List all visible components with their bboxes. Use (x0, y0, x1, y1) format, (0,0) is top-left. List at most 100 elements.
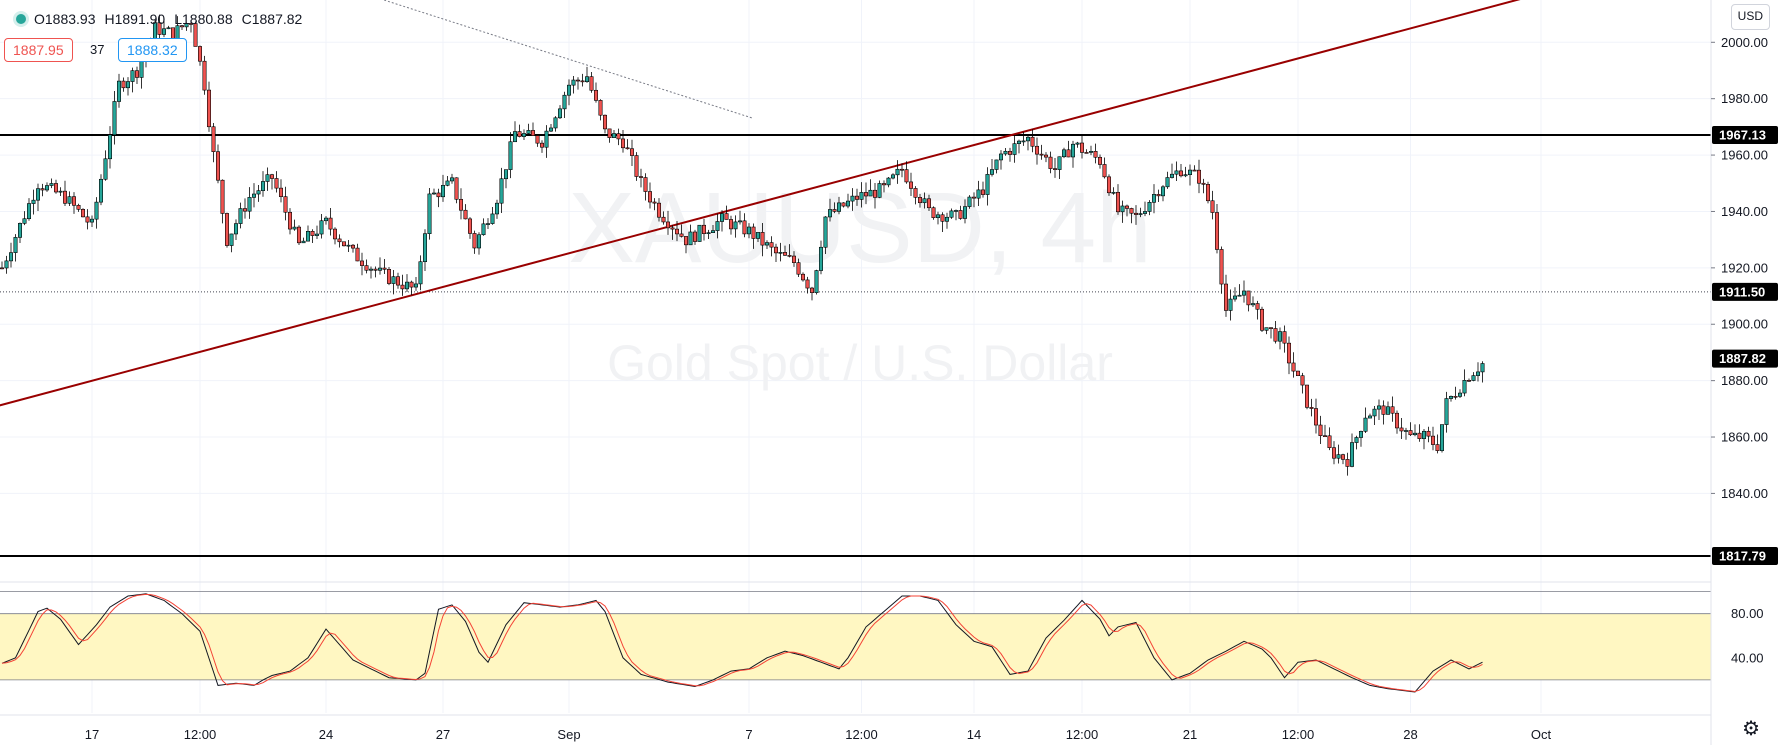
candle (1233, 287, 1238, 302)
gear-icon[interactable]: ⚙ (1742, 718, 1760, 740)
candle (1152, 184, 1157, 214)
candle (922, 192, 927, 209)
candle (899, 163, 904, 178)
candle (162, 18, 167, 38)
candle (634, 152, 639, 181)
candle (1372, 406, 1377, 426)
candle (692, 229, 697, 245)
candle (1125, 204, 1130, 217)
candle (805, 276, 810, 294)
candle (1327, 427, 1332, 451)
candle (985, 167, 990, 206)
candle (117, 73, 122, 108)
price-scale[interactable]: 2000.00 1980.00 1960.00 1940.00 1920.00 1900.… (1710, 0, 1778, 745)
candle (1066, 140, 1071, 158)
candle (1210, 190, 1215, 220)
candle (701, 218, 706, 241)
candle (1278, 327, 1283, 350)
time-tick-label: Sep (557, 727, 580, 742)
candle (1007, 147, 1012, 162)
candle (481, 218, 486, 236)
high-value: H1891.90 (104, 11, 166, 27)
candle (382, 258, 387, 274)
candle (814, 269, 819, 295)
candle (1161, 185, 1166, 202)
candle (427, 187, 432, 240)
candle (931, 206, 936, 220)
candle (1129, 207, 1134, 224)
candle (243, 198, 248, 219)
candle (1471, 372, 1476, 382)
price-tag: 1887.82 (1712, 349, 1778, 368)
candle (1143, 201, 1148, 217)
candle (386, 266, 391, 286)
candle (180, 25, 185, 31)
candle (665, 210, 670, 235)
stoch-band (0, 613, 1711, 680)
candle (566, 79, 571, 106)
candle (1215, 204, 1220, 254)
currency-button[interactable]: USD (1730, 4, 1770, 30)
candle (463, 204, 468, 220)
candle (1476, 362, 1481, 382)
candle (1345, 452, 1350, 476)
candle (976, 180, 981, 206)
candle (90, 215, 95, 228)
candle (256, 185, 261, 202)
buy-price-button[interactable]: 1888.32 (118, 38, 187, 62)
candle (512, 121, 517, 143)
candle (1093, 143, 1098, 164)
candle (319, 213, 324, 239)
candle (458, 188, 463, 220)
candle (130, 67, 135, 93)
candle (1134, 205, 1139, 225)
candle (904, 161, 909, 184)
candle (746, 223, 751, 239)
candle (337, 234, 342, 248)
candle (1408, 422, 1413, 436)
candle (1359, 430, 1364, 447)
time-tick-label: 12:00 (1066, 727, 1099, 742)
candle (1080, 136, 1085, 159)
candle (638, 168, 643, 188)
time-scale[interactable]: 17 12:00 24 27 Sep 7 12:00 14 12:00 21 12:00 28 Oct (0, 714, 1711, 742)
candle (193, 21, 198, 47)
candle (445, 175, 450, 187)
candle (863, 182, 868, 205)
candle (791, 251, 796, 267)
candle (994, 159, 999, 174)
candle (274, 171, 279, 193)
candle (494, 199, 499, 219)
candle (1219, 246, 1224, 294)
candle (310, 229, 315, 244)
candle (940, 212, 945, 232)
candle (1377, 399, 1382, 420)
candle (449, 173, 454, 184)
time-tick-label: 27 (436, 727, 450, 742)
candle (773, 243, 778, 263)
candle (652, 198, 657, 211)
candle (796, 258, 801, 278)
time-tick-label: 7 (745, 727, 752, 742)
candle (521, 129, 526, 140)
price-tick-label: 2000.00 (1721, 35, 1768, 50)
candle (953, 209, 958, 221)
candle (359, 252, 364, 276)
candle (539, 140, 544, 153)
candle (1197, 159, 1202, 194)
candle (1138, 207, 1143, 218)
candle (81, 208, 86, 218)
candle (535, 134, 540, 147)
candle (580, 73, 585, 87)
candle (1021, 131, 1026, 146)
candle (1237, 284, 1242, 297)
candle (1179, 164, 1184, 178)
candle (395, 272, 400, 289)
price-tick-label: 1900.00 (1721, 317, 1768, 332)
candle (341, 241, 346, 247)
sell-price-button[interactable]: 1887.95 (4, 38, 73, 62)
candle (548, 123, 553, 133)
candle (467, 217, 472, 239)
candle (1016, 139, 1021, 154)
